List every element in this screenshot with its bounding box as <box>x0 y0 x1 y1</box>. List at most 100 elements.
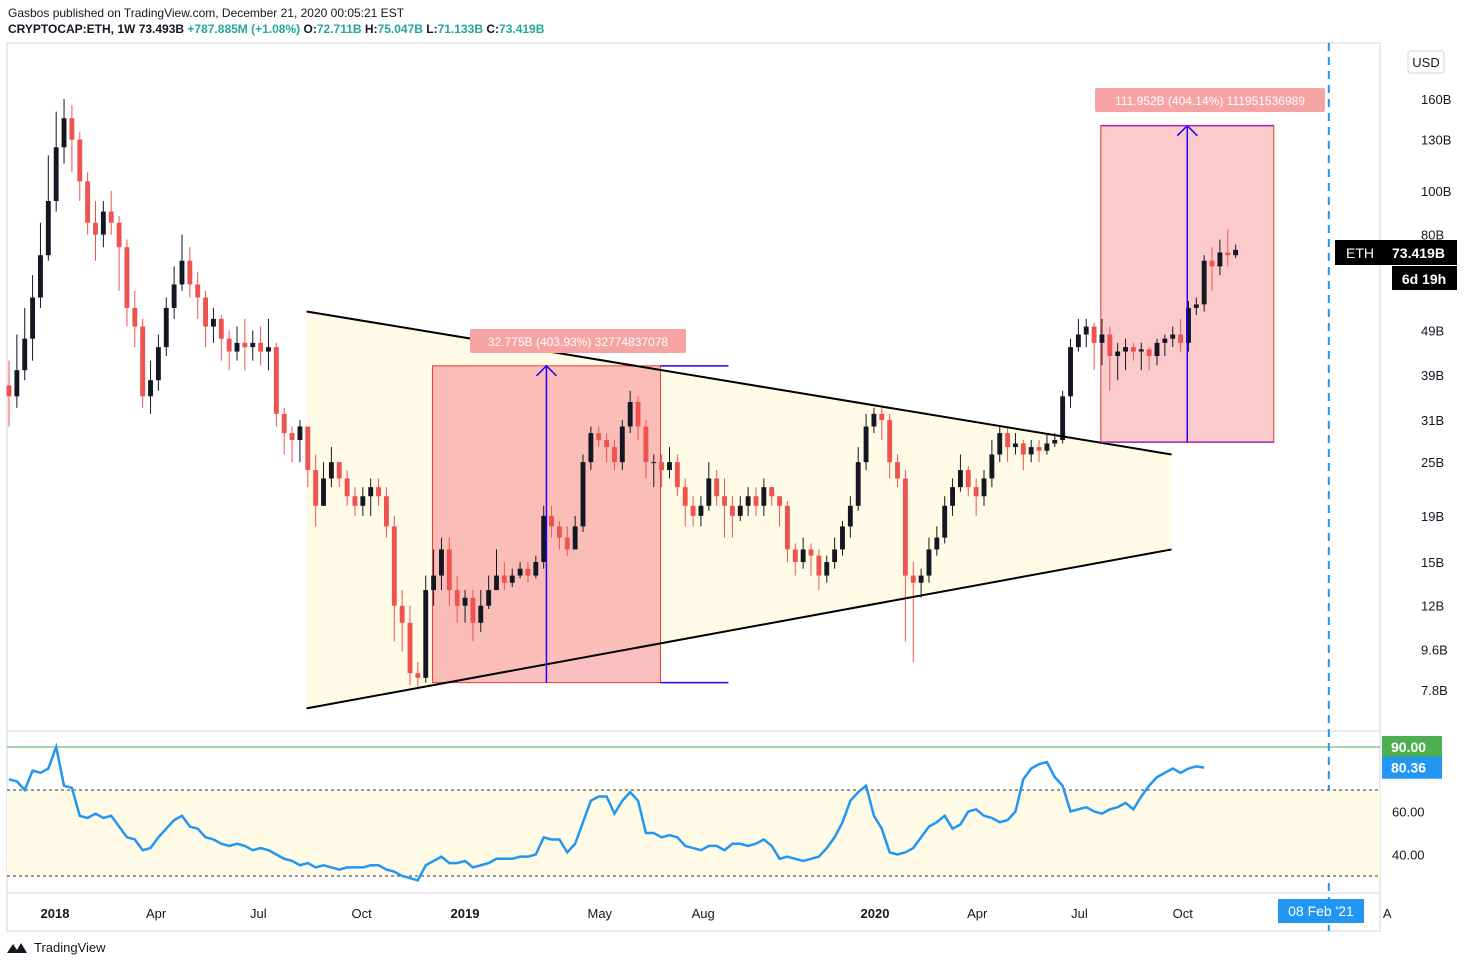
candle-body <box>965 470 971 488</box>
candle-body <box>714 478 720 497</box>
candle-body <box>690 505 696 516</box>
candle-body <box>769 487 775 497</box>
candle-body <box>1068 347 1073 397</box>
candle-body <box>211 318 216 327</box>
candle-body <box>792 549 798 563</box>
candle-body <box>879 413 885 421</box>
last-price-value: 73.419B <box>1392 245 1445 261</box>
chart-header: Gasbos published on TradingView.com, Dec… <box>8 5 544 37</box>
candle-body <box>816 555 822 576</box>
rsi-90-label: 90.00 <box>1391 739 1426 755</box>
candle-body <box>1162 338 1168 343</box>
candle-body <box>1091 326 1097 343</box>
tradingview-icon <box>7 942 27 953</box>
candle-body <box>22 338 28 371</box>
symbol-label[interactable]: CRYPTOCAP:ETH, 1W <box>8 22 136 36</box>
candle-body <box>1130 347 1136 352</box>
candle-body <box>1209 260 1215 267</box>
candle-body <box>250 342 256 348</box>
triangle-upper-trendline[interactable] <box>306 310 1172 456</box>
candle-body <box>45 200 51 256</box>
candle-body <box>1154 342 1160 357</box>
candle-body <box>124 247 130 308</box>
candle-body <box>847 505 853 527</box>
rsi-tick-label: 60.00 <box>1392 805 1425 820</box>
candle-body <box>918 575 924 583</box>
candle-body <box>902 478 908 576</box>
candle-body <box>431 575 437 591</box>
candle-body <box>226 338 232 352</box>
candle-body <box>140 326 146 397</box>
date-badge <box>1278 899 1364 923</box>
candle-body <box>415 673 421 678</box>
candle-body <box>1186 307 1191 343</box>
candle-body <box>525 568 531 576</box>
candle-body <box>604 439 610 448</box>
candle-body <box>273 347 279 414</box>
candle-body <box>242 342 248 348</box>
candle-body <box>258 342 264 352</box>
candle-body <box>674 462 680 488</box>
candle-body <box>981 478 987 497</box>
triangle-lower-trendline[interactable] <box>306 548 1172 710</box>
tradingview-logo[interactable]: TradingView <box>6 940 106 955</box>
candle-body <box>297 426 303 440</box>
candle-body <box>643 426 649 463</box>
rsi-tick-label: 40.00 <box>1392 848 1425 863</box>
candle-body <box>855 462 861 506</box>
currency-label: USD <box>1412 55 1439 70</box>
candle-body <box>38 255 43 298</box>
candle-body <box>266 347 271 352</box>
candle-body <box>832 549 838 563</box>
price-axis[interactable]: 160B 130B 100B 80B 49B 39B 31B 25B 19B 15B 12B 9.6B… <box>1421 92 1451 698</box>
candle-body <box>61 118 67 148</box>
candle-body <box>281 413 287 434</box>
candle-body <box>203 297 209 327</box>
rsi-current-value: 80.36 <box>1391 760 1426 776</box>
rsi-line[interactable] <box>8 742 1205 882</box>
candle-body <box>1123 347 1128 352</box>
candle-body <box>737 505 743 516</box>
candle-body <box>1201 260 1207 305</box>
price-tick-label: 130B <box>1421 133 1451 148</box>
candle-body <box>871 413 877 427</box>
high-value: 75.047B <box>377 22 423 36</box>
candle-body <box>399 605 405 623</box>
candle-body <box>1099 334 1105 343</box>
currency-badge[interactable] <box>1407 50 1445 74</box>
price-tick-label: 15B <box>1421 555 1444 570</box>
candle-body <box>148 380 153 397</box>
candle-body <box>336 462 342 479</box>
time-tick-label: Oct <box>352 906 373 921</box>
candle-body <box>761 487 767 506</box>
candle-body <box>116 222 122 248</box>
candles-series <box>6 99 1239 688</box>
candle-body <box>171 284 177 308</box>
candle-body <box>997 433 1003 455</box>
candle-body <box>619 426 625 463</box>
last-price-badge <box>1335 240 1457 265</box>
candle-body <box>30 297 36 339</box>
candle-body <box>1060 396 1066 440</box>
time-tick-label: Apr <box>967 906 988 921</box>
candle-body <box>950 487 955 506</box>
candle-body <box>486 590 492 606</box>
candle-body <box>942 505 948 538</box>
candle-body <box>69 118 75 140</box>
candle-body <box>470 597 476 623</box>
measure-label: 32.775B (403.93%) 32774837078 <box>488 335 668 349</box>
candle-body <box>195 284 201 298</box>
price-tick-label: 25B <box>1421 455 1444 470</box>
candle-body <box>478 605 484 623</box>
candle-body <box>517 568 523 576</box>
candle-body <box>494 575 499 591</box>
time-axis[interactable]: 2018AprJulOct2019MayAug2020AprJulOct20A <box>41 906 1392 921</box>
countdown-value: 6d 19h <box>1402 271 1446 287</box>
candle-body <box>179 260 185 285</box>
rsi-band-fill <box>7 790 1380 876</box>
last-value: 73.493B <box>138 22 185 36</box>
candle-body <box>163 307 169 348</box>
candle-body <box>77 139 83 182</box>
candle-body <box>745 496 751 506</box>
